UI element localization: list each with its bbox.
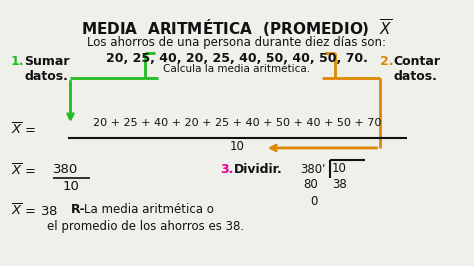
Text: $\overline{X}$ =: $\overline{X}$ =	[11, 163, 36, 179]
Text: $\overline{X}$ =: $\overline{X}$ =	[11, 122, 36, 138]
Text: Sumar
datos.: Sumar datos.	[25, 55, 70, 84]
Text: Calcula la media aritmética.: Calcula la media aritmética.	[164, 64, 310, 74]
Text: 1.: 1.	[11, 55, 24, 68]
Text: 20, 25, 40, 20, 25, 40, 50, 40, 50, 70.: 20, 25, 40, 20, 25, 40, 50, 40, 50, 70.	[106, 52, 368, 65]
Text: Los ahorros de una persona durante diez días son:: Los ahorros de una persona durante diez …	[88, 36, 386, 48]
Text: 10: 10	[63, 180, 79, 193]
Text: Contar
datos.: Contar datos.	[393, 55, 440, 84]
Text: 0: 0	[310, 195, 317, 208]
Text: 3.: 3.	[220, 163, 233, 176]
Text: R-: R-	[71, 203, 85, 216]
Text: 10: 10	[229, 140, 245, 153]
Text: 20 + 25 + 40 + 20 + 25 + 40 + 50 + 40 + 50 + 70: 20 + 25 + 40 + 20 + 25 + 40 + 50 + 40 + …	[93, 118, 381, 128]
Text: MEDIA  ARITMÉTICA  (PROMEDIO)  $\overline{X}$: MEDIA ARITMÉTICA (PROMEDIO) $\overline{X…	[82, 18, 392, 39]
Text: 38: 38	[332, 178, 346, 191]
Text: 380': 380'	[300, 163, 325, 176]
Text: 2.: 2.	[380, 55, 393, 68]
Text: 10: 10	[332, 162, 346, 175]
Text: $\overline{X}$ = 38: $\overline{X}$ = 38	[11, 203, 58, 219]
Text: el promedio de los ahorros es 38.: el promedio de los ahorros es 38.	[46, 219, 244, 232]
Text: Dividir.: Dividir.	[234, 163, 283, 176]
Text: 380: 380	[53, 163, 78, 176]
Text: La media aritmética o: La media aritmética o	[84, 203, 214, 216]
Text: 80: 80	[303, 178, 318, 191]
